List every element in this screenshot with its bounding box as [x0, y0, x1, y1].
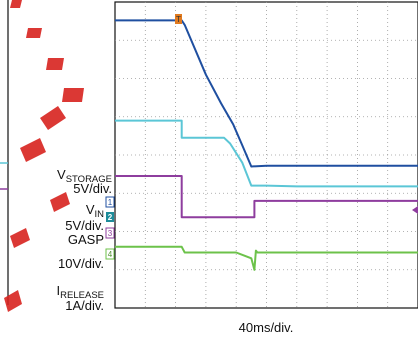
- channel-label-vin: VIN 5V/div.: [65, 202, 104, 233]
- right-edge-arrow: [412, 206, 418, 214]
- gasp-label: GASP: [68, 232, 104, 247]
- channel-box-2: 2: [106, 212, 114, 222]
- svg-text:3: 3: [108, 229, 113, 238]
- irelease-label-main: I: [57, 283, 61, 298]
- vstorage-label-main: V: [57, 167, 66, 182]
- channel-label-irelease: IRELEASE 1A/div.: [57, 283, 104, 313]
- irelease-scale: 1A/div.: [65, 298, 104, 313]
- series-line-vin: [115, 119, 418, 188]
- svg-text:1: 1: [108, 198, 113, 207]
- svg-text:VSTORAGE: VSTORAGE: [57, 167, 112, 185]
- x-axis-label: 40ms/div.: [239, 320, 294, 335]
- channel-box-1: 1: [105, 196, 115, 208]
- channel-label-gasp: GASP 10V/div.: [58, 232, 104, 271]
- vin-label-main: V: [86, 202, 95, 217]
- svg-text:T: T: [176, 15, 181, 24]
- channel-label-vstorage: VSTORAGE 5V/div.: [57, 167, 112, 196]
- irelease-label-sub: RELEASE: [60, 290, 104, 301]
- svg-text:VIN: VIN: [86, 202, 104, 220]
- channel-box-4: 4: [105, 248, 115, 260]
- vin-label-sub: IN: [95, 209, 105, 220]
- plot-traces: [115, 19, 418, 271]
- svg-text:2: 2: [108, 213, 113, 222]
- channel-box-3: 3: [105, 227, 115, 239]
- svg-text:IRELEASE: IRELEASE: [57, 283, 104, 301]
- trigger-marker: T: [175, 14, 182, 24]
- series-line-gasp: [115, 175, 418, 219]
- svg-text:4: 4: [108, 250, 113, 259]
- left-neighbor-panel: [0, 0, 9, 305]
- vstorage-label-sub: STORAGE: [66, 174, 112, 185]
- vin-scale: 5V/div.: [65, 218, 104, 233]
- gasp-scale: 10V/div.: [58, 256, 104, 271]
- vstorage-scale: 5V/div.: [73, 181, 112, 196]
- watermark-band: [4, 0, 84, 312]
- series-line-irelease: [115, 245, 418, 271]
- plot-grid: [115, 2, 418, 308]
- series-line-vstorage: [115, 19, 418, 168]
